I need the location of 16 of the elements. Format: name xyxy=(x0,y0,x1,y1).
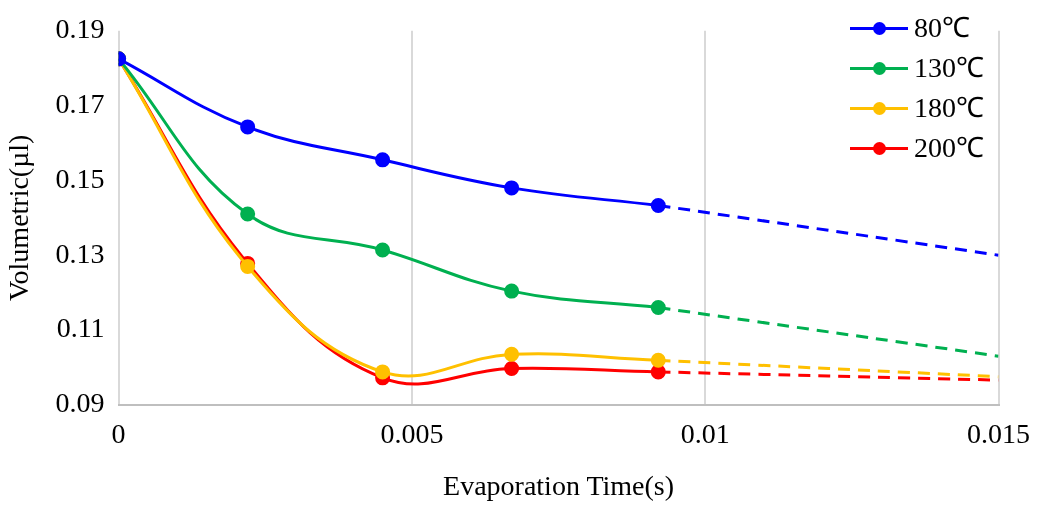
legend-label: 80℃ xyxy=(914,11,970,45)
legend-label: 180℃ xyxy=(914,91,984,125)
x-tick-label: 0.015 xyxy=(967,417,1030,449)
x-tick-label: 0.005 xyxy=(380,417,444,449)
x-tick-label: 0.01 xyxy=(680,417,730,449)
y-tick-label: 0.09 xyxy=(55,387,105,419)
y-tick-label: 0.11 xyxy=(56,312,105,344)
x-axis-title: Evaporation Time(s) xyxy=(443,469,675,501)
legend-label: 130℃ xyxy=(914,51,984,85)
x-tick-label: 0 xyxy=(111,417,126,449)
y-tick-label: 0.19 xyxy=(55,13,105,45)
legend-label: 200℃ xyxy=(914,131,984,165)
y-axis-title: Volumetric(µl) xyxy=(3,134,35,302)
y-tick-label: 0.17 xyxy=(55,87,105,119)
y-tick-label: 0.15 xyxy=(55,162,105,194)
y-tick-label: 0.13 xyxy=(55,237,105,269)
